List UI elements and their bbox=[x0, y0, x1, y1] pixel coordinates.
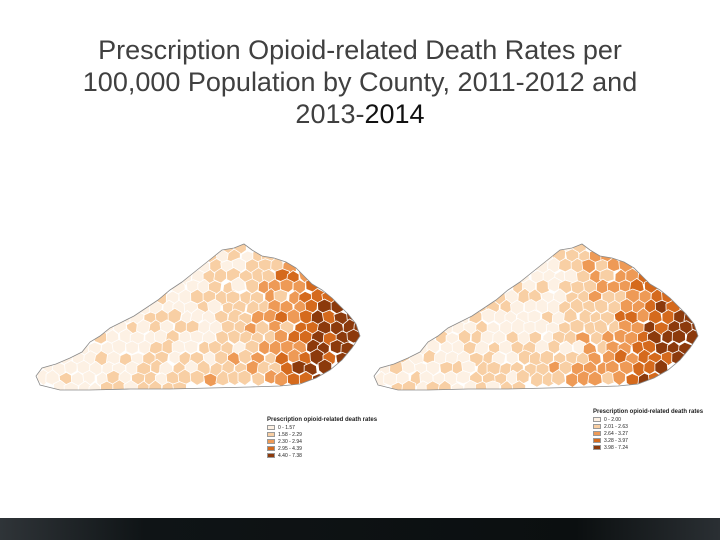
county-shape bbox=[547, 339, 561, 355]
legend-swatch bbox=[593, 438, 601, 443]
legend-item: 2.30 - 2.94 bbox=[267, 438, 377, 445]
county-shape bbox=[450, 382, 465, 390]
county-shape bbox=[425, 380, 441, 390]
county-shape bbox=[100, 380, 114, 390]
county-shape bbox=[237, 369, 252, 386]
county-shape bbox=[480, 308, 497, 324]
legend-left: Prescription opioid-related death rates … bbox=[267, 416, 377, 459]
legend-swatch bbox=[267, 453, 275, 458]
legend-label: 2.95 - 4.39 bbox=[278, 445, 302, 452]
county-shape bbox=[565, 372, 579, 388]
legend-swatch bbox=[593, 445, 601, 450]
legend-title: Prescription opioid-related death rates bbox=[267, 417, 378, 423]
county-shape bbox=[671, 328, 686, 345]
legend-item: 4.40 - 7.38 bbox=[267, 452, 377, 459]
legend-label: 2.01 - 2.63 bbox=[604, 423, 628, 430]
legend-swatch bbox=[593, 431, 601, 436]
legend-swatch bbox=[593, 417, 601, 422]
legend-label: 3.98 - 7.24 bbox=[604, 444, 628, 451]
county-shape bbox=[309, 348, 325, 366]
legend-item: 1.58 - 2.29 bbox=[267, 431, 377, 438]
legend-title: Prescription opioid-related death rates bbox=[593, 409, 704, 415]
legend-item: 0 - 1.57 bbox=[267, 424, 377, 431]
legend-label: 1.58 - 2.29 bbox=[278, 431, 302, 438]
legend-label: 0 - 2.00 bbox=[604, 416, 621, 423]
county-shape bbox=[230, 276, 246, 293]
county-shape bbox=[203, 372, 218, 388]
county-shape bbox=[93, 330, 108, 345]
map-left bbox=[30, 240, 370, 400]
title-line-3: 2013-2014 bbox=[40, 98, 680, 130]
county-map-left bbox=[35, 243, 361, 391]
legend-item: 2.95 - 4.39 bbox=[267, 445, 377, 452]
title-line-3-start: 2013- bbox=[295, 99, 365, 129]
county-shape bbox=[569, 318, 585, 334]
legend-label: 3.28 - 3.97 bbox=[604, 437, 628, 444]
county-shape bbox=[147, 379, 163, 390]
county-shape bbox=[123, 379, 139, 390]
legend-item: 3.98 - 7.24 bbox=[593, 444, 703, 451]
slide-title: Prescription Opioid-related Death Rates … bbox=[40, 34, 680, 130]
county-map-right bbox=[373, 243, 699, 391]
county-shape bbox=[618, 360, 634, 376]
county-shape bbox=[455, 370, 471, 385]
title-line-2: 100,000 Population by County, 2011-2012 … bbox=[82, 67, 638, 97]
map-right bbox=[368, 240, 708, 400]
county-shape bbox=[518, 349, 533, 366]
title-line-1: Prescription Opioid-related Death Rates … bbox=[98, 35, 622, 65]
county-shape bbox=[485, 380, 501, 390]
title-line-3-end: 2014 bbox=[364, 99, 425, 129]
county-shape bbox=[534, 318, 549, 335]
legend-swatch bbox=[593, 424, 601, 429]
county-shape bbox=[125, 340, 139, 355]
legend-label: 2.64 - 3.27 bbox=[604, 430, 628, 437]
county-shape bbox=[587, 370, 603, 387]
county-shape bbox=[437, 379, 452, 390]
legend-label: 2.30 - 2.94 bbox=[278, 438, 302, 445]
county-shape bbox=[189, 369, 205, 386]
county-shape bbox=[551, 369, 566, 387]
legend-swatch bbox=[267, 439, 275, 444]
legend-right: Prescription opioid-related death rates … bbox=[593, 408, 703, 451]
county-shape bbox=[63, 381, 79, 390]
legend-item: 3.28 - 3.97 bbox=[593, 437, 703, 444]
legend-label: 4.40 - 7.38 bbox=[278, 452, 302, 459]
legend-item: 0 - 2.00 bbox=[593, 416, 703, 423]
state-border bbox=[373, 243, 699, 391]
footer-bar bbox=[0, 518, 720, 540]
legend-item: 2.64 - 3.27 bbox=[593, 430, 703, 437]
county-shape bbox=[558, 360, 574, 376]
legend-swatch bbox=[267, 446, 275, 451]
county-shape bbox=[401, 379, 417, 390]
legend-swatch bbox=[267, 432, 275, 437]
legend-item: 2.01 - 2.63 bbox=[593, 423, 703, 430]
state-border bbox=[35, 243, 361, 391]
legend-swatch bbox=[267, 425, 275, 430]
county-shape bbox=[291, 360, 307, 375]
county-shape bbox=[89, 360, 103, 377]
county-shape bbox=[612, 369, 627, 387]
legend-label: 0 - 1.57 bbox=[278, 424, 295, 431]
county-shape bbox=[45, 369, 61, 386]
county-shape bbox=[251, 371, 265, 387]
county-shape bbox=[298, 370, 313, 388]
county-shape bbox=[256, 360, 272, 376]
county-shape bbox=[183, 339, 199, 355]
